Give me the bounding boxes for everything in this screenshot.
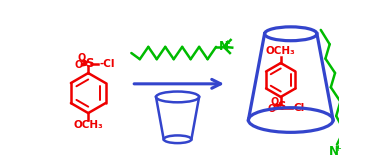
- Text: S: S: [85, 57, 93, 70]
- Text: -Cl: -Cl: [100, 59, 115, 69]
- Text: +: +: [334, 144, 341, 153]
- Text: Cl: Cl: [293, 103, 304, 113]
- Text: +: +: [223, 39, 230, 48]
- Text: O: O: [75, 60, 83, 70]
- Text: O: O: [78, 53, 86, 63]
- Text: OCH₃: OCH₃: [266, 46, 296, 56]
- Text: N: N: [219, 40, 229, 53]
- Text: OCH₃: OCH₃: [73, 120, 103, 130]
- Text: O: O: [270, 97, 279, 107]
- Text: N: N: [329, 145, 339, 158]
- Text: S: S: [277, 100, 286, 113]
- Text: O: O: [267, 104, 276, 114]
